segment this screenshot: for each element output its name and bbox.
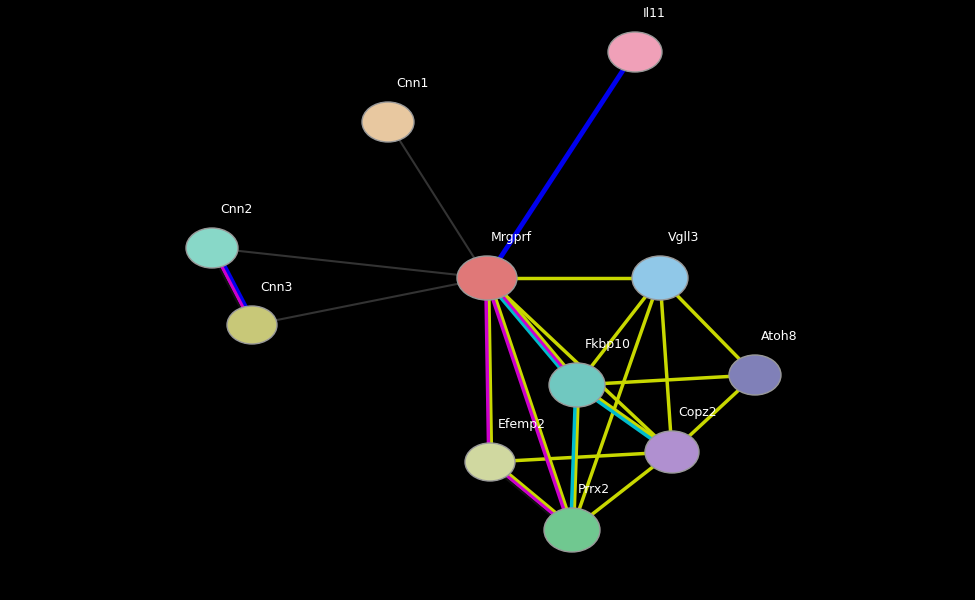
Ellipse shape	[549, 363, 605, 407]
Ellipse shape	[608, 32, 662, 72]
Text: Il11: Il11	[643, 7, 666, 20]
Text: Efemp2: Efemp2	[498, 418, 546, 431]
Text: Atoh8: Atoh8	[761, 330, 798, 343]
Ellipse shape	[186, 228, 238, 268]
Text: Vgll3: Vgll3	[668, 231, 699, 244]
Ellipse shape	[632, 256, 688, 300]
Ellipse shape	[457, 256, 517, 300]
Ellipse shape	[362, 102, 414, 142]
Text: Copz2: Copz2	[678, 406, 717, 419]
Text: Prrx2: Prrx2	[578, 483, 610, 496]
Ellipse shape	[465, 443, 515, 481]
Ellipse shape	[729, 355, 781, 395]
Text: Mrgprf: Mrgprf	[491, 231, 532, 244]
Text: Cnn2: Cnn2	[220, 203, 253, 216]
Ellipse shape	[645, 431, 699, 473]
Text: Fkbp10: Fkbp10	[585, 338, 631, 351]
Text: Cnn3: Cnn3	[260, 281, 292, 294]
Ellipse shape	[544, 508, 600, 552]
Ellipse shape	[227, 306, 277, 344]
Text: Cnn1: Cnn1	[396, 77, 428, 90]
